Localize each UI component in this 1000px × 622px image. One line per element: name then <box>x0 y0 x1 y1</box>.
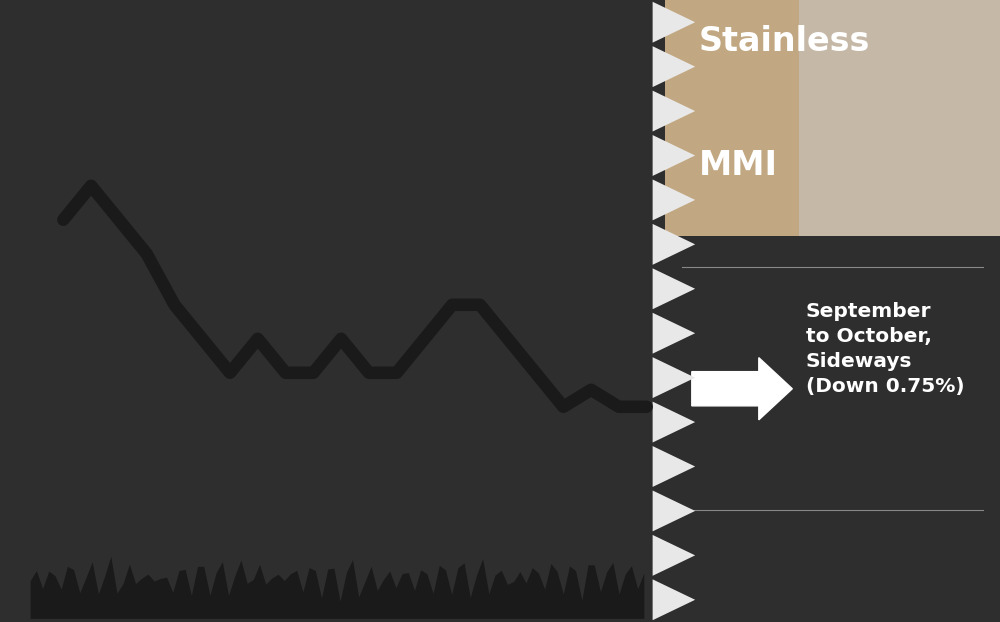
Polygon shape <box>653 2 695 43</box>
Polygon shape <box>665 0 1000 236</box>
Text: MMI: MMI <box>698 149 778 182</box>
Polygon shape <box>653 491 695 531</box>
Text: September
to October,
Sideways
(Down 0.75%): September to October, Sideways (Down 0.7… <box>806 302 964 396</box>
Polygon shape <box>31 557 644 619</box>
Polygon shape <box>653 535 695 576</box>
Polygon shape <box>653 357 695 398</box>
Polygon shape <box>653 313 695 354</box>
Polygon shape <box>799 0 1000 236</box>
Polygon shape <box>653 180 695 220</box>
Polygon shape <box>653 268 695 309</box>
Polygon shape <box>653 402 695 442</box>
Polygon shape <box>653 91 695 131</box>
Text: Stainless: Stainless <box>698 25 870 58</box>
Polygon shape <box>653 135 695 176</box>
Polygon shape <box>653 446 695 487</box>
FancyArrow shape <box>692 358 792 420</box>
Polygon shape <box>0 0 67 622</box>
Polygon shape <box>653 224 695 265</box>
Polygon shape <box>653 579 695 620</box>
Polygon shape <box>653 46 695 87</box>
